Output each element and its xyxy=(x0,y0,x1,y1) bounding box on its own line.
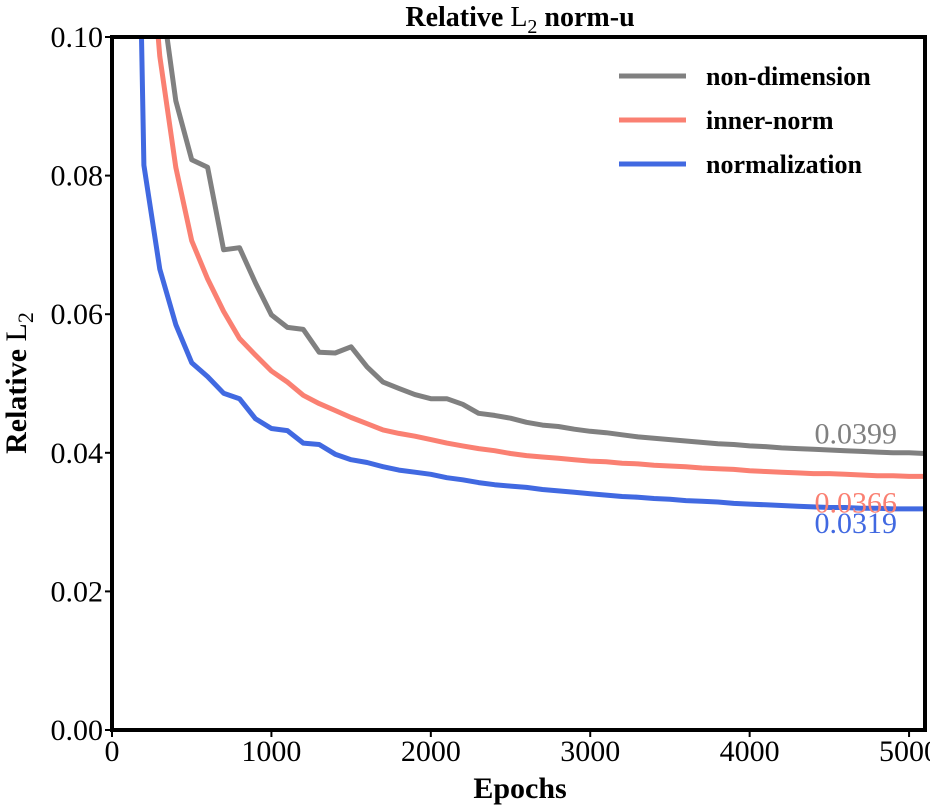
end-label-non-dimension: 0.0399 xyxy=(815,417,898,450)
y-tick-label: 0.10 xyxy=(51,21,104,54)
y-tick-label: 0.02 xyxy=(51,575,104,608)
plot-frame xyxy=(110,35,927,732)
x-tick-label: 4000 xyxy=(720,735,780,768)
y-tick-label: 0.08 xyxy=(51,160,104,193)
chart-title: Relative L2 norm-u xyxy=(405,2,634,38)
y-axis-label: Relative L2 xyxy=(0,312,38,454)
series-line-non-dimension xyxy=(164,36,926,456)
legend-label-inner-norm: inner-norm xyxy=(706,106,834,135)
y-axis-label-prefix: Relative xyxy=(0,341,33,453)
legend-label-non-dimension: non-dimension xyxy=(706,62,871,91)
chart-title-suffix: norm-u xyxy=(537,2,634,33)
end-label-normalization: 0.0319 xyxy=(815,507,898,540)
x-axis-label: Epochs xyxy=(473,772,566,805)
x-tick-label: 1000 xyxy=(241,735,301,768)
series-line-inner-norm xyxy=(155,36,925,479)
chart-title-subscript: 2 xyxy=(527,16,537,38)
series-lines xyxy=(139,36,926,512)
y-axis-label-subscript: 2 xyxy=(13,312,38,323)
x-tick-label: 3000 xyxy=(560,735,620,768)
x-tick-label: 2000 xyxy=(401,735,461,768)
end-label-inner-norm: 0.0366 xyxy=(815,486,898,519)
y-tick-label: 0.06 xyxy=(51,298,104,331)
series-line-normalization xyxy=(139,36,925,512)
y-tick-label: 0.04 xyxy=(51,437,104,470)
chart-title-prefix: Relative xyxy=(405,2,510,33)
legend-label-normalization: normalization xyxy=(706,150,863,179)
legend: non-dimension inner-norm normalization xyxy=(619,62,871,179)
y-tick-label: 0.00 xyxy=(51,714,104,747)
chart-title-main: L xyxy=(510,2,527,33)
x-tick-label: 0 xyxy=(105,735,120,768)
y-axis-label-main: L xyxy=(0,323,33,341)
